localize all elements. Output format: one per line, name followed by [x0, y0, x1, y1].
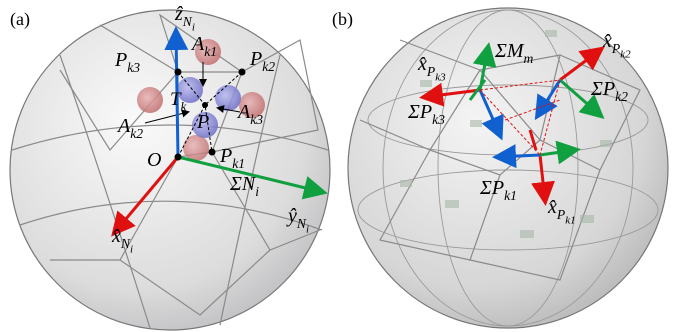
label-sub: k1 [204, 44, 217, 59]
label-sub: k2 [130, 126, 143, 141]
panel-tag: (b) [332, 9, 353, 30]
label-subsub: i [130, 243, 133, 255]
label-main: ΣP [479, 177, 504, 199]
label-main: A [190, 33, 205, 55]
label-main: O [147, 149, 161, 171]
label-sub: k3 [432, 112, 445, 127]
label-main: A [116, 115, 131, 137]
label-main: P [114, 49, 127, 71]
label-sub: k [181, 99, 187, 114]
label-subsub: i [306, 223, 309, 235]
label-main: P [249, 48, 262, 70]
figure: ẑNiPk3Ak1Pk2TkPAk3Ak2OPk1ΣNiŷNix̂Nix̂Pk3… [0, 0, 677, 332]
label-main: ΣP [407, 101, 432, 123]
label-main: ΣN [229, 173, 257, 195]
label-sub: k3 [127, 60, 140, 75]
panel-tag: (a) [10, 9, 30, 30]
label-sub: k3 [250, 112, 263, 127]
label-main: P [219, 145, 232, 167]
label-main: x̂ [417, 53, 427, 75]
label-main: ΣM [494, 40, 525, 62]
label-main: x̂ [111, 225, 121, 247]
label-sub: P [556, 207, 565, 222]
label-sub: k2 [262, 59, 275, 74]
label-subsub: k3 [435, 71, 446, 83]
math-label: O [147, 149, 161, 171]
label-subsub: k2 [620, 48, 631, 60]
label-main: x̂ [602, 30, 612, 52]
label-sub: P [426, 64, 435, 79]
label-sub: k1 [232, 156, 245, 171]
label-main: ẑ [174, 3, 183, 25]
label-subsub: k1 [565, 214, 575, 226]
label-sub: i [255, 184, 259, 199]
label-main: ŷ [286, 205, 297, 227]
sphere-a [10, 10, 330, 330]
label-main: A [236, 101, 251, 123]
math-label: P [196, 111, 209, 133]
label-sub: P [611, 41, 620, 56]
label-sub: m [524, 51, 534, 66]
label-main: P [196, 111, 209, 133]
label-sub: k1 [504, 188, 517, 203]
label-sub: k2 [615, 89, 628, 104]
label-main: ΣP [590, 78, 615, 100]
label-subsub: i [192, 21, 195, 33]
label-main: x̂ [547, 196, 557, 218]
